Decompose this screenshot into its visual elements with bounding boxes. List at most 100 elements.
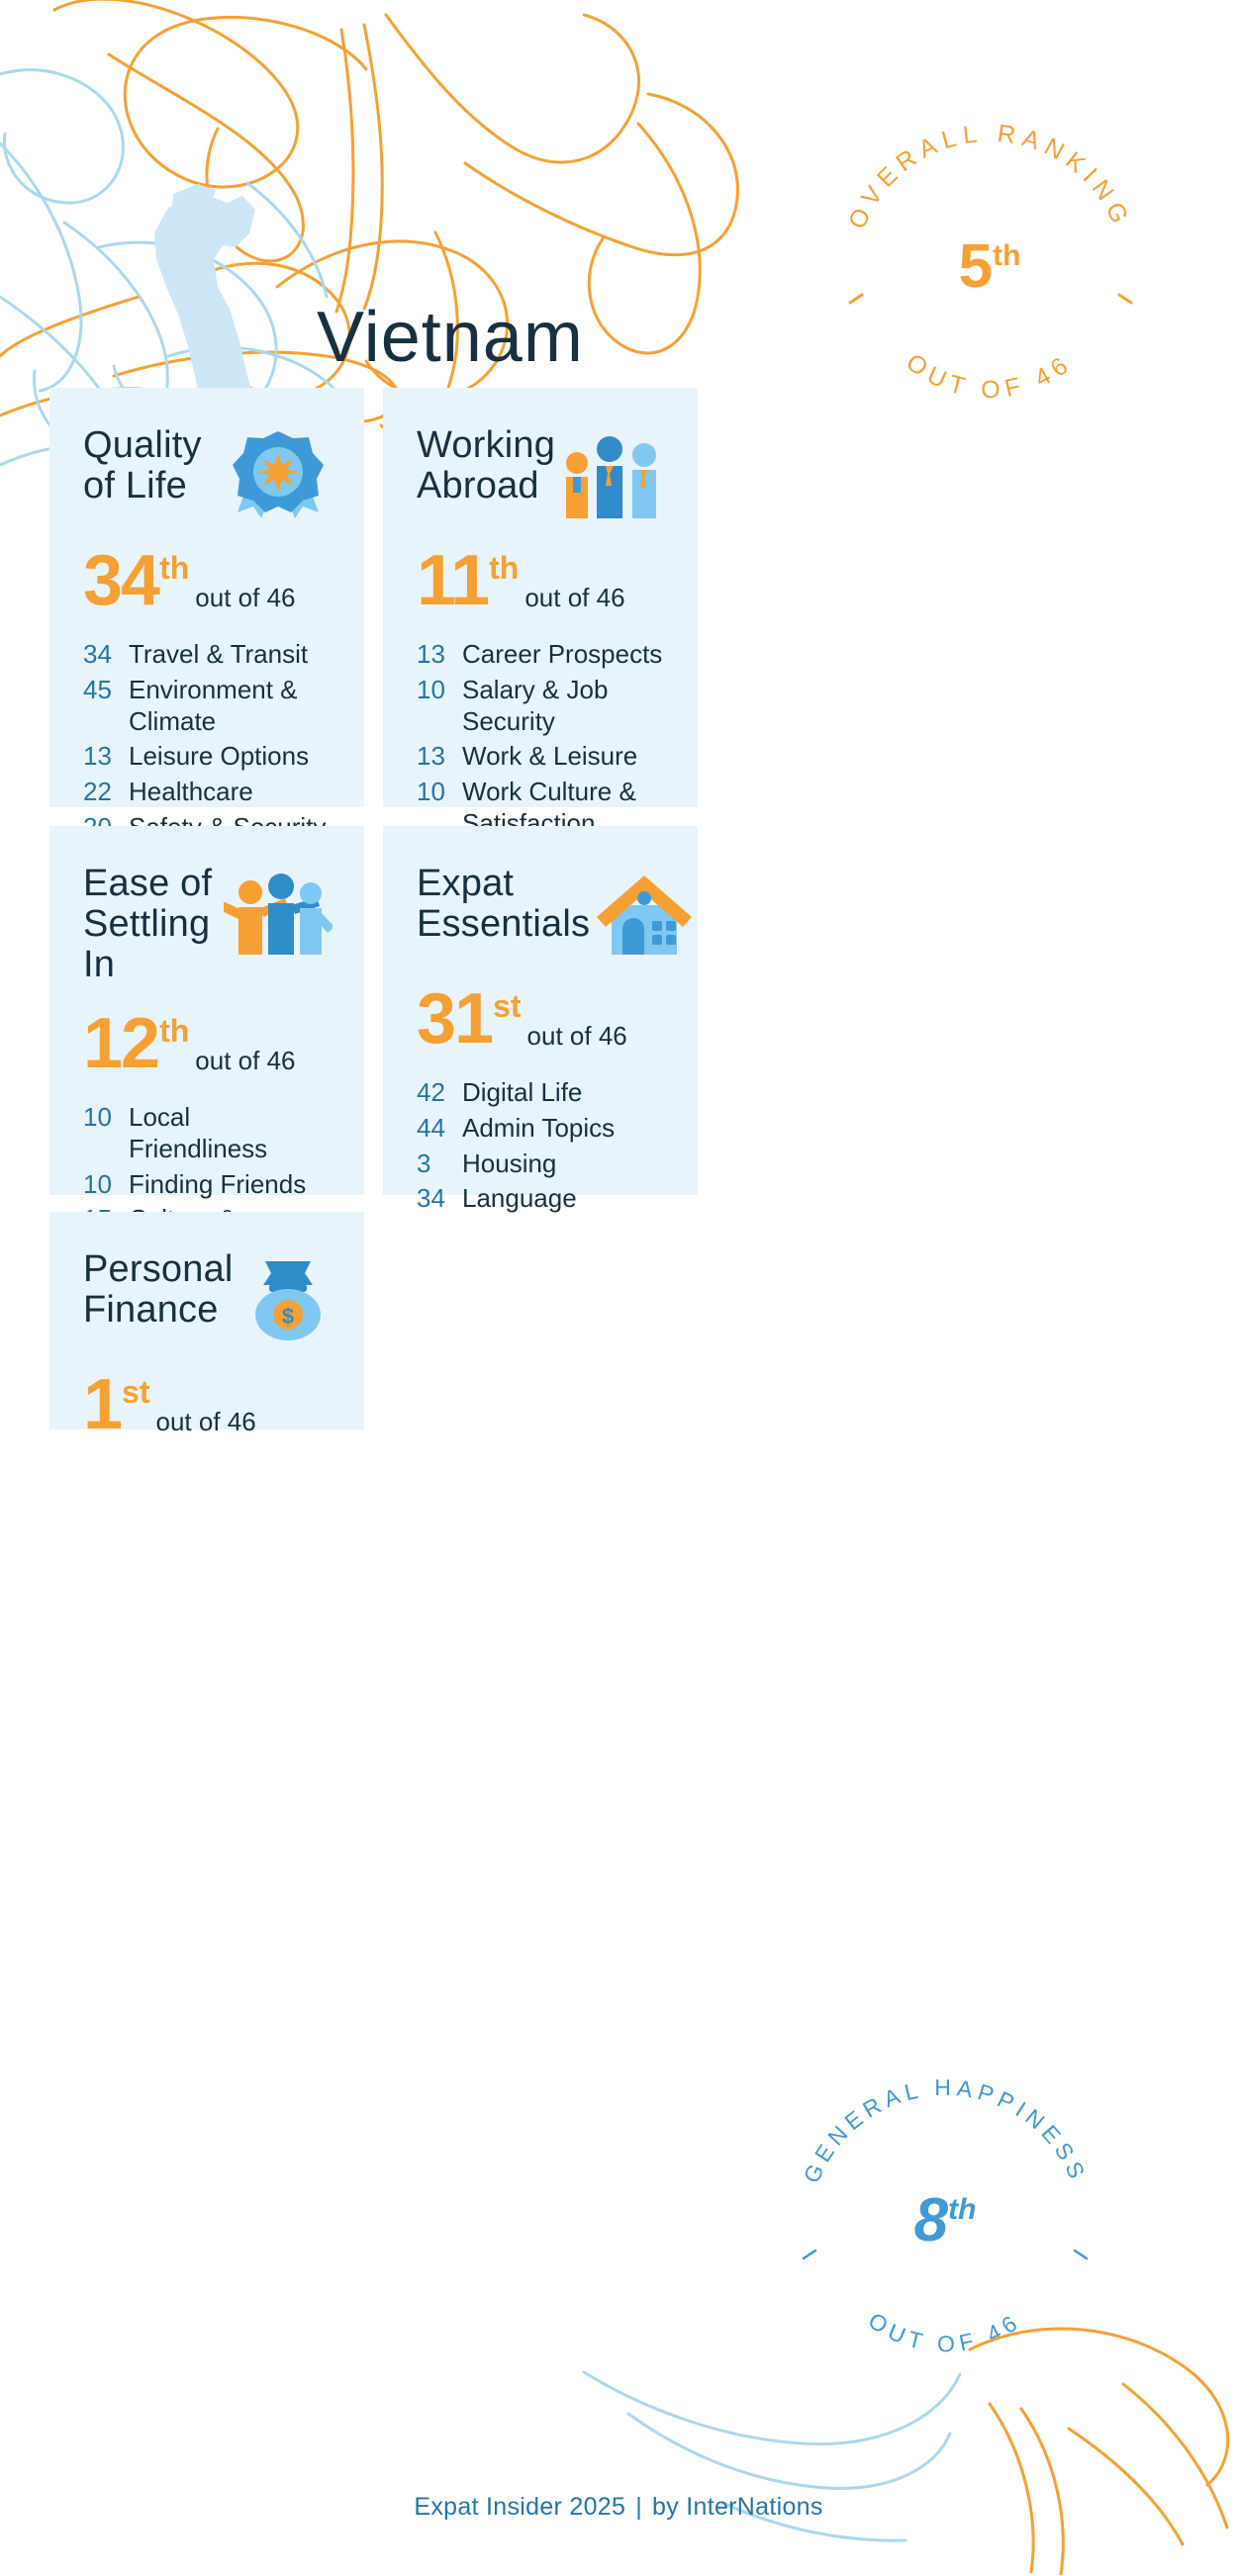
subcategory-list: 34 Travel & Transit 45 Environment & Cli… <box>83 639 333 843</box>
subcategory-list: 13 Career Prospects 10 Salary & Job Secu… <box>417 639 666 839</box>
rank-out-of: out of 46 <box>526 1021 627 1051</box>
list-item: 45 Environment & Climate <box>83 675 333 737</box>
overall-badge-arc-top: OVERALL RANKING <box>843 120 1129 233</box>
card-quality-of-life[interactable]: Quality of Life 34 th out of 46 <box>49 388 364 842</box>
card-header: Expat Essentials <box>417 863 693 961</box>
card-title: Quality of Life <box>83 424 202 507</box>
rank-suffix: st <box>493 988 522 1024</box>
house-icon <box>590 866 699 961</box>
friends-group-icon <box>224 866 333 961</box>
subcategory-label: Admin Topics <box>462 1112 616 1143</box>
card-header: Working Abroad <box>417 424 666 522</box>
subcategory-label: Housing <box>462 1148 557 1178</box>
card-rank: 31 st out of 46 <box>417 979 666 1058</box>
subcategory-rank: 44 <box>417 1112 445 1143</box>
rank-suffix: st <box>122 1374 150 1410</box>
subcategory-rank: 13 <box>83 741 112 772</box>
card-personal-finance[interactable]: Personal Finance $ 1 st out of 46 <box>49 1212 364 1440</box>
rank-number: 31 <box>417 979 494 1058</box>
card-rank: 11 th out of 46 <box>417 541 666 620</box>
card-ease-of-settling-in[interactable]: Ease of Settling In <box>49 826 364 1265</box>
card-working-abroad[interactable]: Working Abroad <box>383 388 698 838</box>
subcategory-label: Local Friendliness <box>129 1102 268 1164</box>
card-rank: 34 th out of 46 <box>83 541 333 620</box>
list-item: 34 Travel & Transit <box>83 639 333 671</box>
list-item: 44 Admin Topics <box>417 1113 666 1145</box>
page-title: Vietnam <box>317 298 584 377</box>
subcategory-label: Healthcare <box>129 777 253 807</box>
list-item: 10 Local Friendliness <box>83 1102 333 1164</box>
subcategory-label: Leisure Options <box>129 741 310 772</box>
list-item: 10 Finding Friends <box>83 1169 333 1201</box>
svg-text:OVERALL RANKING: OVERALL RANKING <box>843 120 1136 233</box>
overall-ranking-badge: OVERALL RANKING OUT OF 46 5th <box>826 109 1153 435</box>
rank-out-of: out of 46 <box>155 1407 256 1436</box>
card-title: Expat Essentials <box>417 863 591 946</box>
happiness-badge-rank-suffix: th <box>948 2193 977 2227</box>
card-title: Personal Finance <box>83 1248 234 1332</box>
subcategory-rank: 13 <box>417 639 445 670</box>
list-item: 13 Leisure Options <box>83 741 333 773</box>
svg-text:GENERAL HAPPINESS: GENERAL HAPPINESS <box>799 2074 1093 2187</box>
card-title: Ease of Settling In <box>83 863 213 986</box>
general-happiness-badge: GENERAL HAPPINESS OUT OF 46 8th <box>782 2063 1108 2389</box>
rank-out-of: out of 46 <box>195 583 296 612</box>
list-item: 22 Healthcare <box>83 777 333 808</box>
list-item: 13 Work & Leisure <box>417 741 666 773</box>
subcategory-rank: 10 <box>83 1102 112 1133</box>
overall-badge-arc-bottom: OUT OF 46 <box>902 348 1072 404</box>
overall-badge-rank-number: 5 <box>958 232 993 302</box>
card-rank: 1 st out of 46 <box>83 1365 333 1444</box>
rank-number: 34 <box>83 541 160 620</box>
subcategory-label: Salary & Job Security <box>462 674 609 736</box>
svg-text:$: $ <box>281 1304 293 1329</box>
footer-publisher: by InterNations <box>652 2493 823 2521</box>
rank-suffix: th <box>489 550 520 586</box>
business-people-icon <box>557 427 666 522</box>
card-expat-essentials[interactable]: Expat Essentials <box>383 826 698 1213</box>
subcategory-rank: 10 <box>83 1168 112 1199</box>
subcategory-label: Career Prospects <box>462 639 663 670</box>
subcategory-label: Work & Leisure <box>462 741 638 772</box>
subcategory-rank: 34 <box>417 1183 445 1214</box>
list-item: 34 Language <box>417 1183 666 1215</box>
happiness-badge-arc-bottom: OUT OF 46 <box>864 2307 1020 2356</box>
overall-badge-rank-suffix: th <box>993 239 1021 273</box>
subcategory-rank: 45 <box>83 674 112 704</box>
card-title: Working Abroad <box>417 424 556 507</box>
list-item: 42 Digital Life <box>417 1077 666 1109</box>
subcategory-rank: 13 <box>417 741 445 772</box>
subcategory-label: Digital Life <box>462 1077 583 1108</box>
rank-suffix: th <box>159 1013 190 1050</box>
subcategory-list: 42 Digital Life 44 Admin Topics 3 Housin… <box>417 1077 666 1215</box>
overall-badge-arcs: OVERALL RANKING OUT OF 46 <box>843 120 1136 404</box>
happiness-badge-arcs: GENERAL HAPPINESS OUT OF 46 <box>799 2074 1093 2356</box>
subcategory-rank: 10 <box>417 777 445 807</box>
svg-text:OUT OF 46: OUT OF 46 <box>902 348 1079 404</box>
list-item: 3 Housing <box>417 1149 666 1180</box>
card-header: Quality of Life <box>83 424 333 522</box>
rank-out-of: out of 46 <box>195 1046 296 1076</box>
rank-suffix: th <box>159 550 190 586</box>
footer: Expat Insider 2025 | by InterNations <box>0 2493 1237 2522</box>
card-rank: 12 th out of 46 <box>83 1004 333 1084</box>
rank-number: 12 <box>83 1004 160 1084</box>
card-header: Ease of Settling In <box>83 863 333 986</box>
rank-number: 11 <box>417 541 490 620</box>
subcategory-rank: 42 <box>417 1077 445 1108</box>
happiness-badge-rank-number: 8 <box>913 2186 948 2255</box>
svg-text:OUT OF 46: OUT OF 46 <box>864 2307 1026 2356</box>
header-section: Vietnam OVERALL RANKING OUT OF 46 <box>0 0 1237 584</box>
subcategory-label: Environment & Climate <box>129 674 298 736</box>
money-bag-icon: $ <box>234 1251 342 1346</box>
rank-out-of: out of 46 <box>524 583 625 612</box>
rank-number: 1 <box>83 1365 123 1444</box>
footer-separator: | <box>635 2493 643 2521</box>
subcategory-label: Finding Friends <box>129 1168 307 1199</box>
subcategory-label: Language <box>462 1183 577 1214</box>
subcategory-rank: 10 <box>417 674 445 704</box>
subcategory-rank: 34 <box>83 639 112 670</box>
list-item: 10 Salary & Job Security <box>417 675 666 737</box>
footer-report-name: Expat Insider 2025 <box>414 2493 626 2521</box>
